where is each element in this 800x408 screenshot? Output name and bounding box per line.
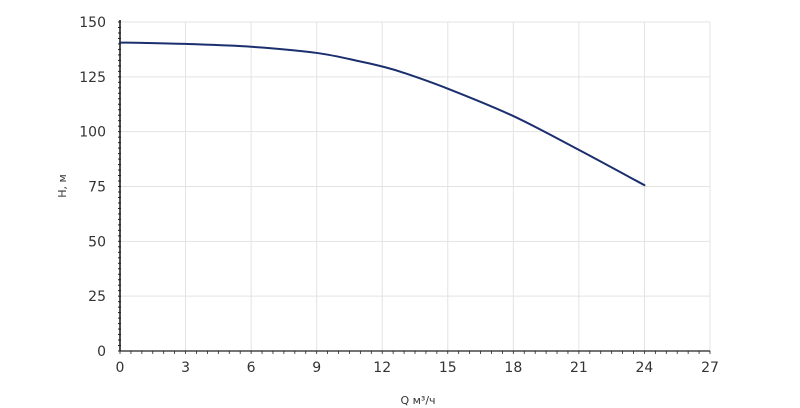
x-tick-label: 18 [504, 360, 522, 376]
x-tick-label: 0 [116, 360, 125, 376]
x-tick-label: 6 [247, 360, 256, 376]
x-tick-label: 15 [439, 360, 457, 376]
x-tick-label: 12 [373, 360, 391, 376]
x-axis-title: Q м³/ч [400, 394, 435, 407]
series-group [119, 41, 646, 187]
y-tick-label: 100 [79, 125, 106, 141]
y-tick-label: 50 [88, 234, 106, 250]
y-tick-label: 150 [79, 15, 106, 31]
y-tick-label: 25 [88, 289, 106, 305]
series-line [119, 41, 646, 187]
y-tick-labels: 0 25 50 75 100 125 150 [79, 15, 106, 360]
x-tick-label: 3 [181, 360, 190, 376]
x-tick-labels: 0 3 6 9 12 15 18 21 24 27 [116, 360, 719, 376]
axes [118, 20, 711, 354]
y-tick-label: 0 [97, 344, 106, 360]
y-tick-label: 125 [79, 70, 106, 86]
y-tick-label: 75 [88, 180, 106, 196]
x-tick-label: 21 [570, 360, 588, 376]
grid-lines [120, 21, 711, 351]
x-tick-label: 9 [312, 360, 321, 376]
y-axis-title: H, м [56, 174, 69, 198]
x-tick-label: 27 [701, 360, 719, 376]
x-tick-label: 24 [636, 360, 654, 376]
